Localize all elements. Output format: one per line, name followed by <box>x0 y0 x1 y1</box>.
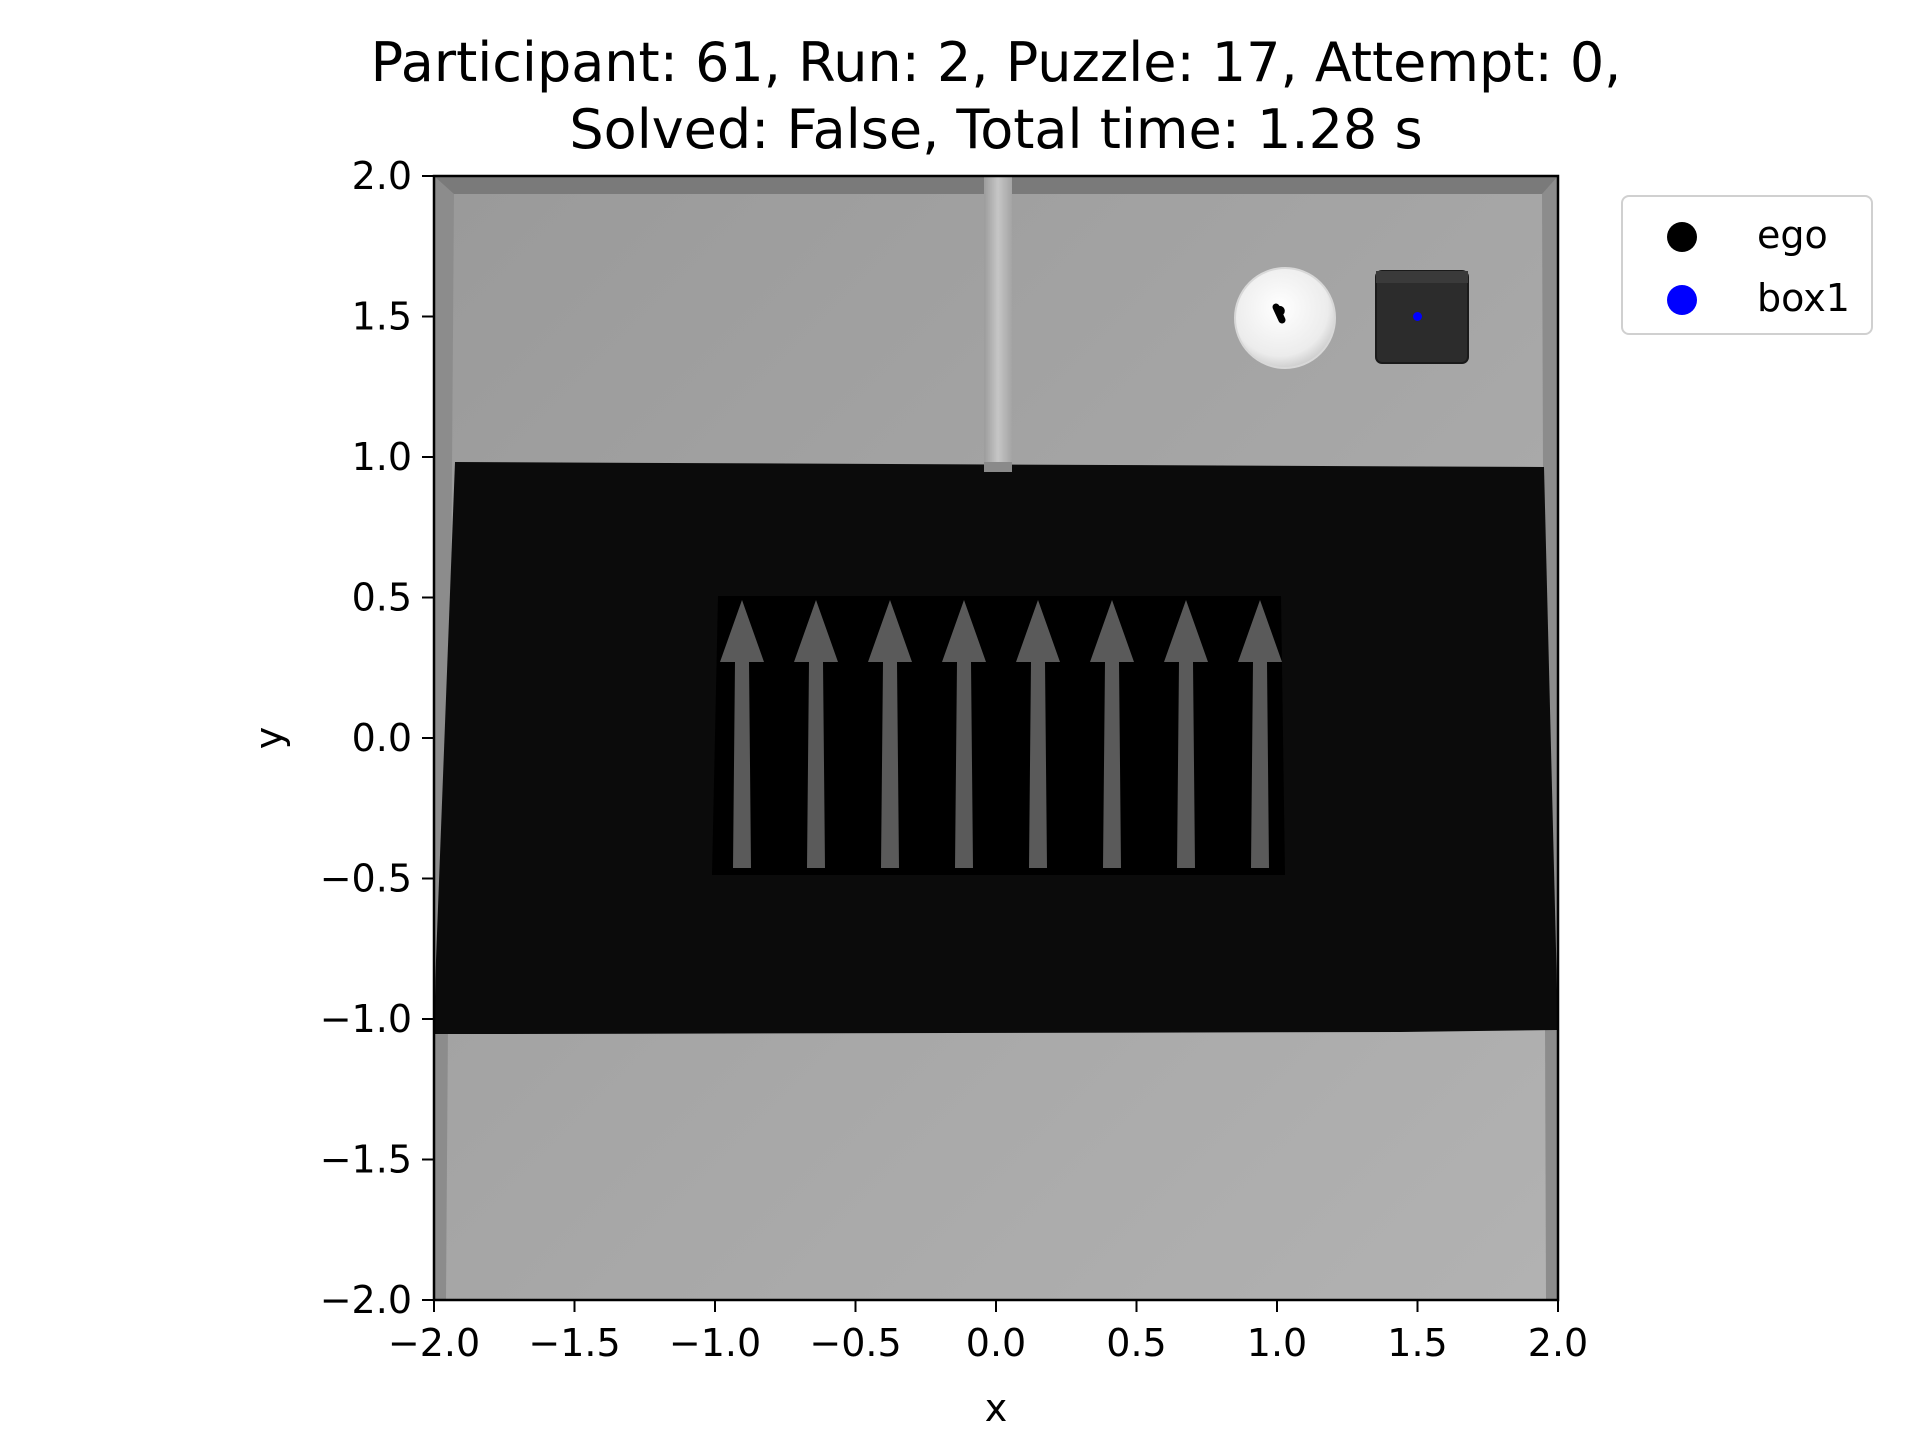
arrow-glyph <box>720 600 764 868</box>
y-tick-label: 0.5 <box>352 576 412 620</box>
x-tick-label: 2.0 <box>1528 1321 1588 1365</box>
y-axis-ticks: 2.0 1.5 1.0 0.5 0.0 −0.5 −1.0 −1.5 −2.0 <box>320 154 434 1322</box>
chart-points <box>1274 305 1422 321</box>
arrow-glyph <box>794 600 838 868</box>
data-point-ego <box>1274 305 1285 316</box>
chart-title-line-1: Participant: 61, Run: 2, Puzzle: 17, Att… <box>370 31 1622 94</box>
x-tick-label: −0.5 <box>809 1321 901 1365</box>
arrow-glyphs <box>720 600 1282 868</box>
ego-disc <box>1234 267 1336 369</box>
arrow-glyph <box>1016 600 1060 868</box>
y-tick-label: −0.5 <box>320 857 412 901</box>
y-tick-label: 0.0 <box>352 716 412 760</box>
x-tick-label: 1.0 <box>1247 1321 1307 1365</box>
legend-label-box1: box1 <box>1757 276 1850 320</box>
scene-background-image <box>434 176 1558 1300</box>
legend-marker-ego <box>1667 222 1697 252</box>
y-tick-label: 2.0 <box>352 154 412 198</box>
arrow-glyph <box>868 600 912 868</box>
arrow-glyph <box>1164 600 1208 868</box>
y-tick-label: −1.5 <box>320 1138 412 1182</box>
x-tick-label: −1.5 <box>528 1321 620 1365</box>
arrow-glyph <box>1238 600 1282 868</box>
arrow-glyph <box>1090 600 1134 868</box>
x-tick-label: 1.5 <box>1387 1321 1447 1365</box>
x-axis-ticks: −2.0 −1.5 −1.0 −0.5 0.0 0.5 1.0 1.5 2.0 <box>388 1300 1588 1365</box>
x-tick-label: −2.0 <box>388 1321 480 1365</box>
legend-item-box1: box1 <box>1623 276 1871 322</box>
box-object <box>1375 270 1469 364</box>
pillar <box>984 176 1012 468</box>
y-tick-label: 1.5 <box>352 295 412 339</box>
x-tick-label: 0.5 <box>1106 1321 1166 1365</box>
legend-marker-box1 <box>1667 285 1697 315</box>
y-tick-label: 1.0 <box>352 435 412 479</box>
y-tick-label: −1.0 <box>320 997 412 1041</box>
x-tick-label: 0.0 <box>966 1321 1026 1365</box>
data-point-box1 <box>1413 312 1422 321</box>
arrow-glyph <box>942 600 986 868</box>
y-tick-label: −2.0 <box>320 1278 412 1322</box>
x-axis-label: x <box>985 1386 1008 1430</box>
legend: ego box1 <box>1621 195 1873 335</box>
legend-item-ego: ego <box>1623 213 1871 259</box>
chart-title-line-2: Solved: False, Total time: 1.28 s <box>569 98 1423 161</box>
y-axis-label: y <box>247 727 291 750</box>
x-tick-label: −1.0 <box>669 1321 761 1365</box>
arrow-panel <box>712 596 1285 875</box>
legend-label-ego: ego <box>1757 213 1828 257</box>
